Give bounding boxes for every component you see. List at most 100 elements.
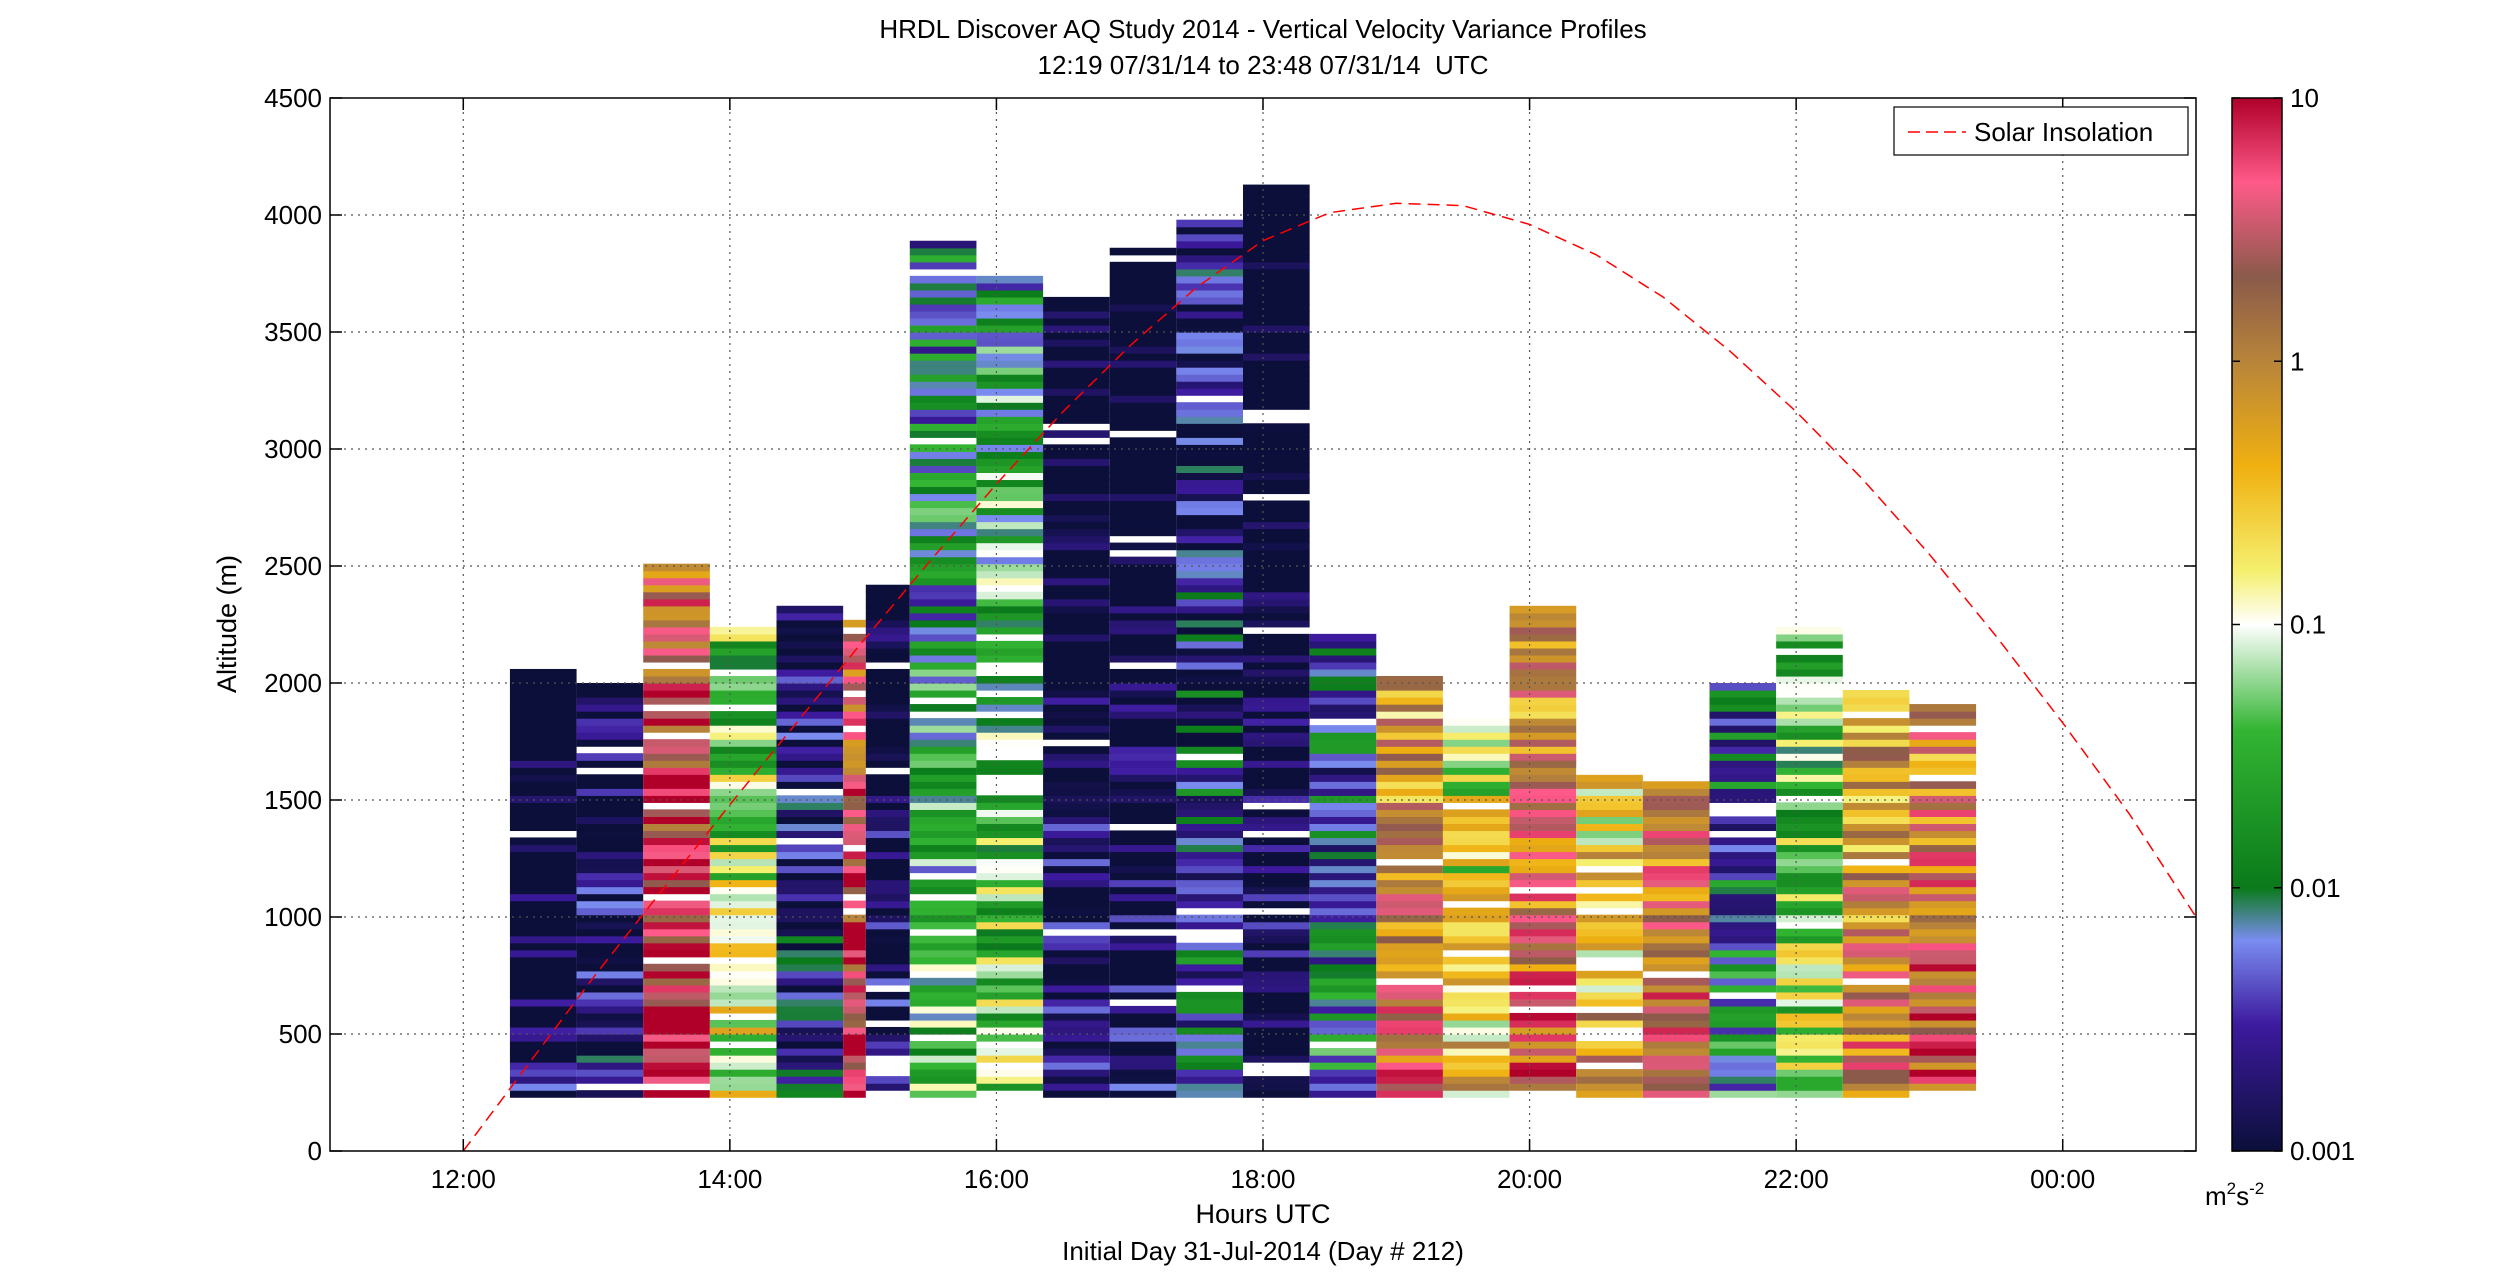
variance-cell (1442, 921, 1510, 930)
variance-cell (509, 865, 577, 874)
variance-cell (1842, 767, 1910, 775)
variance-cell (1509, 690, 1577, 698)
variance-cell (976, 324, 1044, 333)
variance-cell (1842, 970, 1910, 979)
variance-cell (1842, 1062, 1910, 1070)
variance-cell (776, 1005, 844, 1014)
variance-cell (1642, 1069, 1710, 1077)
variance-cell (776, 921, 844, 930)
variance-cell (865, 788, 910, 796)
variance-cell (976, 844, 1044, 853)
variance-cell (1109, 528, 1177, 537)
variance-cell (1043, 1069, 1110, 1077)
variance-cell (1509, 1012, 1577, 1021)
variance-cell (776, 760, 844, 768)
variance-cell (576, 921, 644, 930)
variance-cell (1442, 998, 1510, 1007)
variance-cell (1842, 823, 1910, 832)
variance-cell (1243, 254, 1310, 263)
variance-cell (909, 493, 977, 502)
variance-cell (1909, 767, 1977, 775)
variance-cell (1576, 1055, 1643, 1063)
variance-cell (509, 795, 577, 803)
variance-cell (976, 661, 1044, 670)
variance-cell (1576, 774, 1643, 782)
variance-cell (1842, 690, 1910, 698)
variance-cell (1642, 942, 1710, 951)
variance-cell (909, 395, 977, 403)
colorbar-unit: m2s-2 (2205, 1179, 2264, 1211)
variance-cell (1243, 563, 1310, 572)
variance-cell (1509, 668, 1577, 677)
variance-cell (909, 647, 977, 656)
variance-cell (843, 704, 866, 712)
variance-cell (709, 661, 777, 670)
variance-cell (576, 697, 644, 705)
variance-cell (909, 360, 977, 368)
variance-cell (1709, 725, 1777, 733)
variance-cell (909, 353, 977, 361)
variance-cell (1642, 1012, 1710, 1021)
variance-cell (1842, 760, 1910, 768)
variance-cell (976, 528, 1044, 537)
variance-cell (1709, 956, 1777, 965)
variance-cell (709, 963, 777, 972)
variance-cell (709, 788, 777, 796)
variance-cell (576, 928, 644, 937)
legend-box (1893, 106, 2189, 156)
variance-cell (865, 612, 910, 621)
variance-cell (1842, 1041, 1910, 1049)
variance-cell (1309, 991, 1377, 1000)
variance-cell (1309, 760, 1377, 768)
variance-cell (1909, 1069, 1977, 1077)
variance-cell (843, 802, 866, 810)
variance-cell (1376, 823, 1443, 832)
variance-cell (1709, 900, 1777, 909)
variance-cell (909, 303, 977, 312)
variance-cell (843, 949, 866, 958)
variance-cell (843, 661, 866, 670)
variance-cell (1109, 514, 1177, 523)
variance-cell (843, 1083, 866, 1091)
variance-cell (1176, 514, 1244, 523)
variance-cell (1842, 774, 1910, 782)
variance-cell (1109, 577, 1177, 586)
variance-cell (865, 591, 910, 600)
variance-cell (1109, 718, 1177, 726)
variance-cell (709, 675, 777, 684)
variance-cell (1509, 956, 1577, 965)
variance-cell (1709, 914, 1777, 923)
variance-cell (1176, 619, 1244, 628)
variance-cell (1776, 1069, 1843, 1077)
variance-cell (976, 360, 1044, 368)
variance-cell (843, 732, 866, 740)
variance-cell (1176, 479, 1244, 488)
variance-cell (1509, 893, 1577, 902)
variance-cell (1909, 1005, 1977, 1014)
variance-cell (643, 690, 710, 698)
variance-cell (1842, 984, 1910, 993)
variance-cell (1776, 984, 1843, 993)
variance-cell (1243, 402, 1310, 410)
variance-cell (1309, 690, 1377, 698)
variance-cell (1776, 1019, 1843, 1028)
variance-cell (509, 802, 577, 810)
variance-cell (1776, 914, 1843, 923)
variance-cell (909, 858, 977, 867)
variance-cell (1243, 1048, 1310, 1056)
variance-cell (909, 935, 977, 944)
variance-cell (643, 640, 710, 649)
variance-cell (1776, 760, 1843, 768)
variance-cell (1043, 633, 1110, 642)
variance-cell (1842, 900, 1910, 909)
variance-cell (643, 1076, 710, 1084)
variance-cell (1309, 675, 1377, 684)
variance-cell (1243, 191, 1310, 200)
variance-cell (776, 739, 844, 747)
variance-cell (1243, 928, 1310, 937)
variance-cell (1109, 570, 1177, 579)
variance-cell (709, 872, 777, 881)
variance-cell (1109, 886, 1177, 895)
variance-cell (1909, 1076, 1977, 1084)
variance-cell (643, 675, 710, 684)
